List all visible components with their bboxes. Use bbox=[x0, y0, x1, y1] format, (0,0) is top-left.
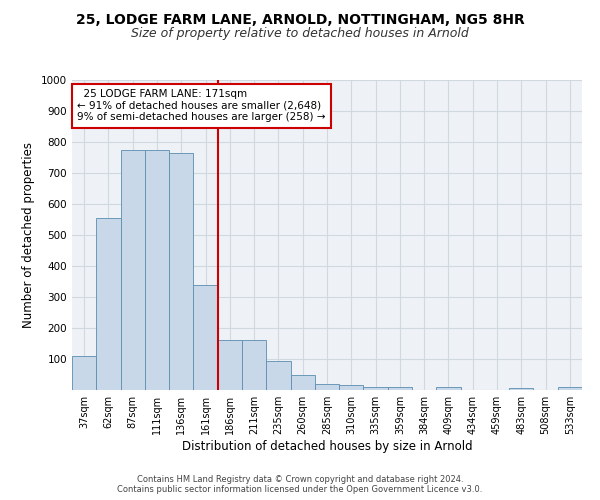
X-axis label: Distribution of detached houses by size in Arnold: Distribution of detached houses by size … bbox=[182, 440, 472, 453]
Bar bbox=[388, 387, 412, 390]
Bar bbox=[364, 387, 388, 390]
Bar bbox=[218, 340, 242, 390]
Bar bbox=[509, 388, 533, 390]
Bar bbox=[558, 387, 582, 390]
Bar bbox=[242, 340, 266, 390]
Bar bbox=[121, 150, 145, 390]
Bar bbox=[436, 387, 461, 390]
Bar bbox=[266, 360, 290, 390]
Y-axis label: Number of detached properties: Number of detached properties bbox=[22, 142, 35, 328]
Bar bbox=[169, 153, 193, 390]
Bar bbox=[72, 356, 96, 390]
Text: 25, LODGE FARM LANE, ARNOLD, NOTTINGHAM, NG5 8HR: 25, LODGE FARM LANE, ARNOLD, NOTTINGHAM,… bbox=[76, 12, 524, 26]
Text: Size of property relative to detached houses in Arnold: Size of property relative to detached ho… bbox=[131, 28, 469, 40]
Bar bbox=[315, 384, 339, 390]
Bar bbox=[96, 218, 121, 390]
Text: Contains HM Land Registry data © Crown copyright and database right 2024.
Contai: Contains HM Land Registry data © Crown c… bbox=[118, 474, 482, 494]
Bar bbox=[145, 150, 169, 390]
Bar bbox=[339, 386, 364, 390]
Text: 25 LODGE FARM LANE: 171sqm
← 91% of detached houses are smaller (2,648)
9% of se: 25 LODGE FARM LANE: 171sqm ← 91% of deta… bbox=[77, 90, 326, 122]
Bar bbox=[193, 284, 218, 390]
Bar bbox=[290, 374, 315, 390]
